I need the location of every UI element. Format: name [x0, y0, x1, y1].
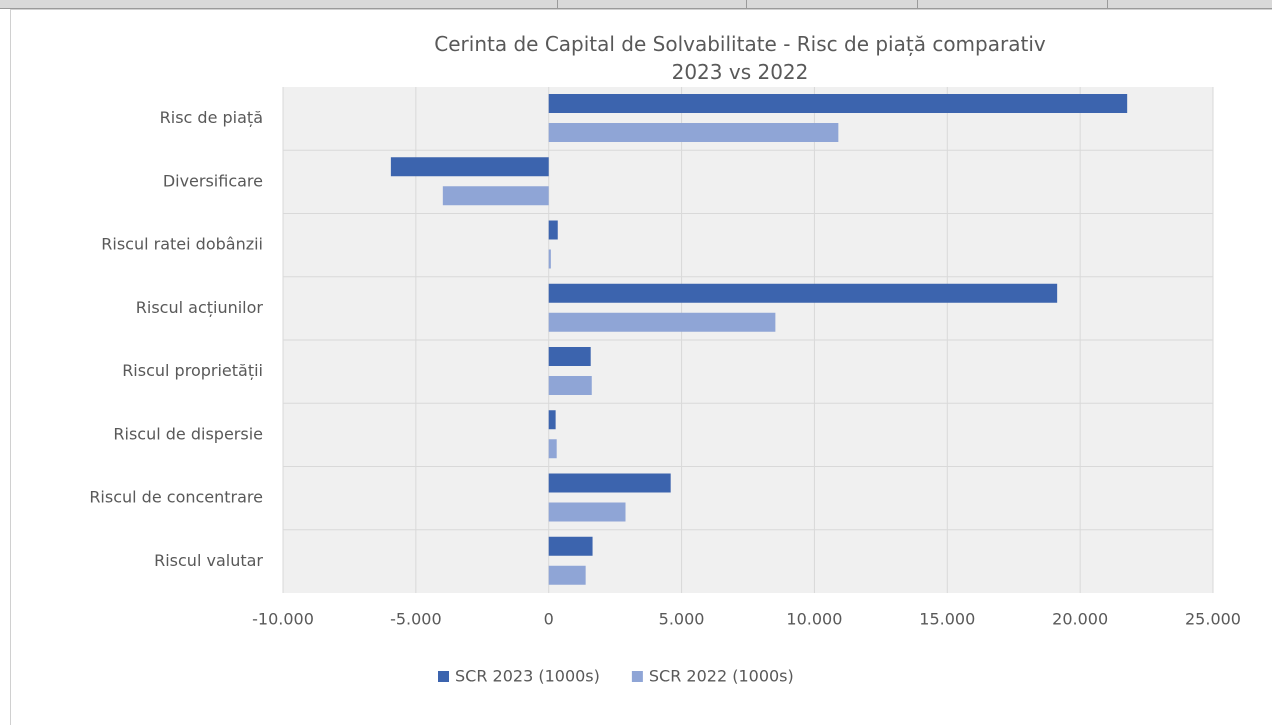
y-tick-label: Riscul de concentrare [89, 488, 263, 507]
bar [548, 220, 558, 240]
bar [548, 439, 557, 459]
bar [548, 565, 586, 585]
bar [548, 347, 591, 366]
bar [548, 473, 671, 493]
legend-label: SCR 2022 (1000s) [649, 667, 794, 686]
y-tick-label: Riscul acțiunilor [136, 298, 264, 317]
y-tick-label: Riscul valutar [154, 551, 263, 570]
bar [390, 157, 549, 177]
bar [548, 502, 626, 522]
x-tick-label: 0 [544, 610, 554, 629]
bar [548, 94, 1128, 113]
bar [548, 410, 556, 430]
y-tick-label: Riscul de dispersie [113, 424, 263, 443]
y-tick-label: Riscul proprietății [122, 361, 263, 380]
x-tick-label: 25.000 [1185, 610, 1241, 629]
legend-swatch [438, 671, 449, 682]
bar [548, 249, 551, 269]
legend-swatch [631, 671, 643, 682]
x-tick-label: 20.000 [1052, 610, 1108, 629]
table-strip [558, 0, 747, 9]
table-strip [20, 0, 558, 9]
y-tick-label: Riscul ratei dobânzii [101, 235, 263, 254]
x-tick-label: 5.000 [659, 610, 705, 629]
bar [548, 123, 839, 142]
chart-title: Cerinta de Capital de Solvabilitate - Ri… [434, 32, 1046, 84]
bar [548, 376, 592, 395]
bar [548, 283, 1058, 303]
chart-frame [10, 9, 1272, 725]
y-tick-label: Diversificare [163, 171, 263, 190]
legend-label: SCR 2023 (1000s) [455, 667, 600, 686]
table-strip [1108, 0, 1272, 9]
table-strip [918, 0, 1108, 9]
bar [548, 536, 593, 556]
x-tick-label: -5.000 [390, 610, 442, 629]
bar [442, 186, 549, 206]
x-tick-label: -10.000 [252, 610, 314, 629]
x-tick-label: 15.000 [919, 610, 975, 629]
bar [548, 312, 776, 332]
y-tick-label: Risc de piață [160, 108, 263, 127]
x-tick-label: 10.000 [786, 610, 842, 629]
table-strip [747, 0, 918, 9]
